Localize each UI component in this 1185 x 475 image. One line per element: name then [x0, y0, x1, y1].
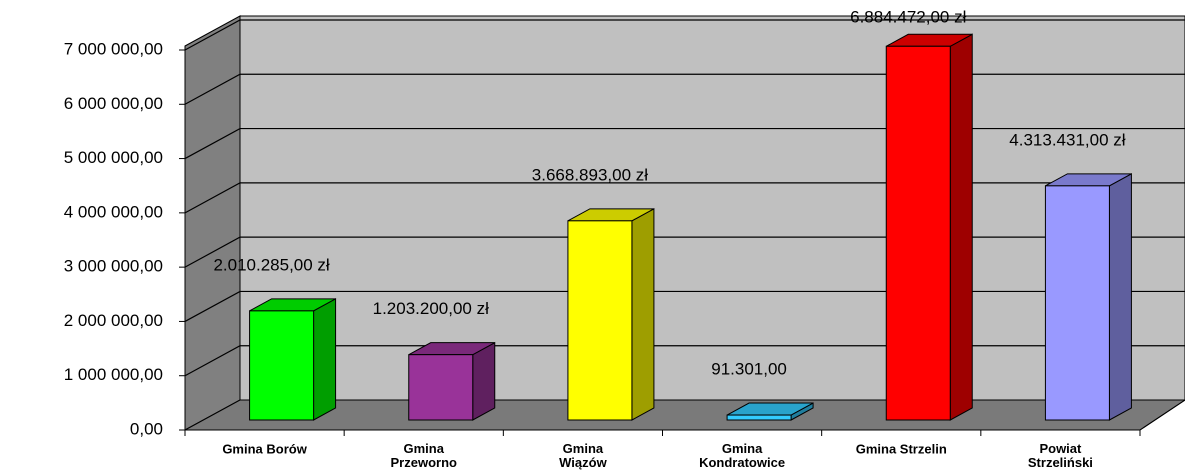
x-tick-label: Gmina Borów — [222, 441, 307, 456]
bar — [408, 354, 474, 421]
grid-line — [184, 290, 1185, 322]
bar — [885, 45, 951, 421]
bar-side — [313, 298, 337, 421]
y-tick-label: 6 000 000,00 — [64, 94, 163, 113]
grid-line — [184, 236, 1185, 268]
bar — [1044, 185, 1110, 421]
bar — [726, 414, 792, 421]
grid-line — [184, 182, 1185, 214]
grid-line — [184, 127, 1185, 160]
bar-side — [1108, 173, 1132, 421]
floor-edge — [1139, 399, 1185, 431]
bar — [249, 310, 315, 421]
x-tick-label: Gmina Kondratowice — [699, 441, 785, 470]
bar-side — [631, 207, 655, 421]
x-tick-label: Gmina Wiązów — [559, 441, 607, 470]
y-tick-label: 5 000 000,00 — [64, 148, 163, 167]
y-tick-label: 0,00 — [130, 419, 163, 438]
bar-side — [949, 33, 973, 421]
x-tick-label: Gmina Przeworno — [391, 441, 458, 470]
y-tick-label: 7 000 000,00 — [64, 39, 163, 58]
bar-side — [472, 341, 496, 421]
back-wall — [239, 15, 1185, 401]
y-tick-label: 3 000 000,00 — [64, 257, 163, 276]
data-label: 2.010.285,00 zł — [213, 255, 329, 274]
bar — [567, 220, 633, 421]
x-tick-label: Powiat Strzeliński — [1028, 441, 1093, 470]
data-label: 1.203.200,00 zł — [373, 299, 489, 318]
data-label: 3.668.893,00 zł — [532, 165, 648, 184]
data-label: 4.313.431,00 zł — [1009, 130, 1125, 149]
data-label: 6.884.472,00 zł — [850, 7, 966, 26]
x-tick-label: Gmina Strzelin — [856, 441, 947, 456]
y-tick-label: 4 000 000,00 — [64, 202, 163, 221]
y-tick-label: 2 000 000,00 — [64, 311, 163, 330]
y-tick-label: 1 000 000,00 — [64, 365, 163, 384]
grid-line — [184, 19, 1185, 51]
data-label: 91.301,00 — [711, 360, 787, 379]
grid-line — [184, 73, 1185, 105]
grid-line — [184, 345, 1185, 377]
side-wall — [184, 15, 241, 431]
